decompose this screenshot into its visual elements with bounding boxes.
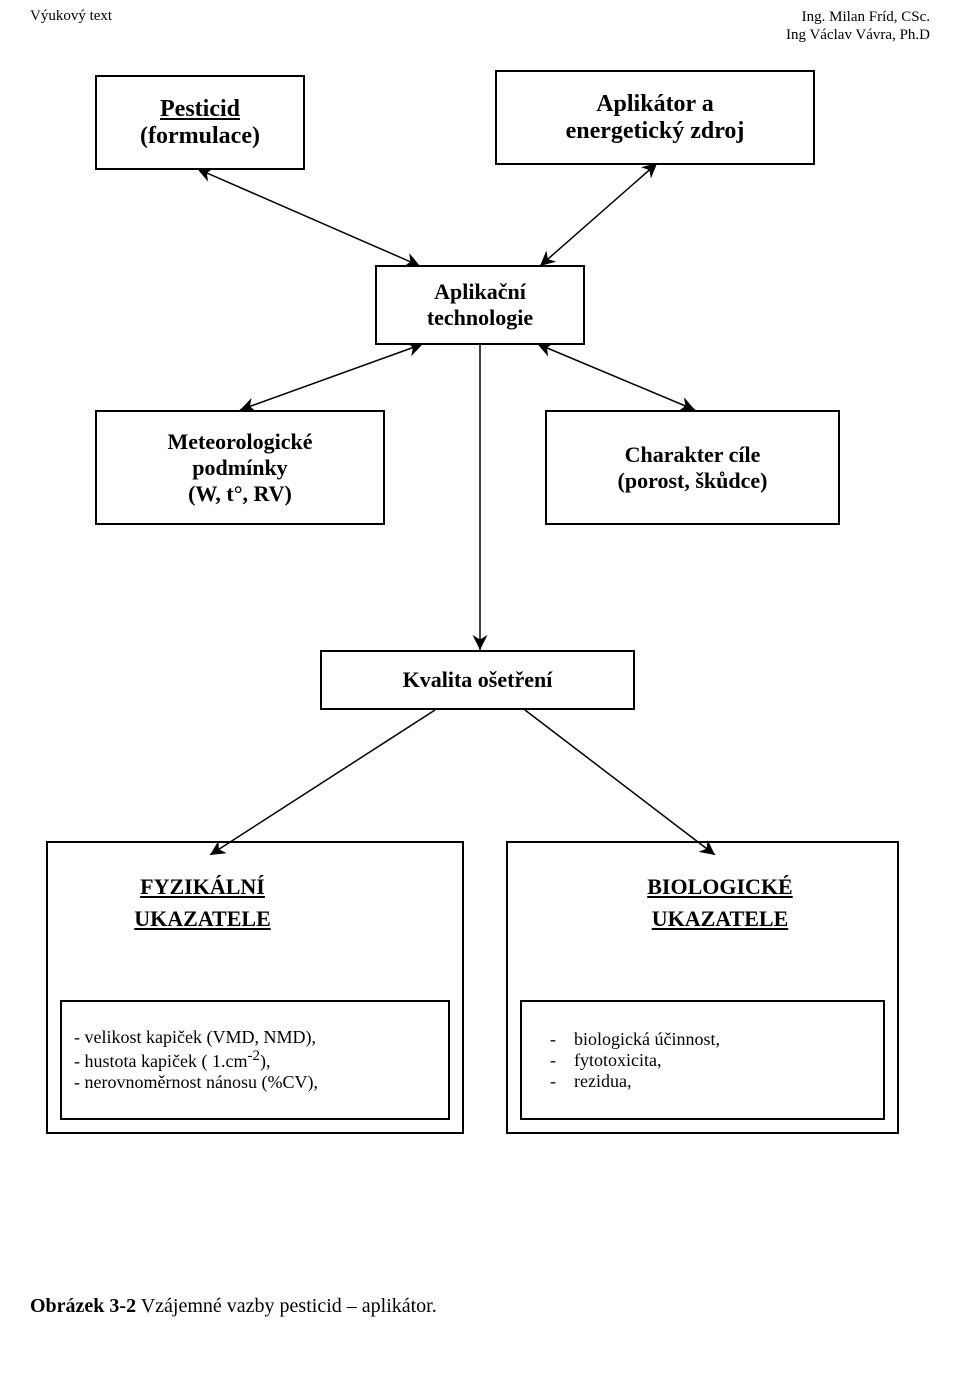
- aplikator-line2: energetický zdroj: [566, 118, 745, 145]
- aplikator-line1: Aplikátor a: [596, 91, 714, 118]
- aplikacni-line1: Aplikační: [434, 279, 526, 305]
- pesticid-sub: (formulace): [140, 123, 260, 150]
- arrow: [210, 710, 435, 855]
- node-aplikator: Aplikátor a energetický zdroj: [495, 70, 815, 165]
- figure-caption: Obrázek 3-2 Vzájemné vazby pesticid – ap…: [30, 1295, 437, 1318]
- caption-bold: Obrázek 3-2: [30, 1295, 136, 1317]
- caption-rest: Vzájemné vazby pesticid – aplikátor.: [136, 1295, 437, 1317]
- node-pesticid: Pesticid (formulace): [95, 75, 305, 170]
- aplikacni-line2: technologie: [427, 305, 533, 331]
- page: Výukový text Ing. Milan Fríd, CSc. Ing V…: [0, 0, 960, 1381]
- node-meteorologicke: Meteorologické podmínky (W, t°, RV): [95, 410, 385, 525]
- biologicke-group-border: [506, 841, 899, 1134]
- meteo-line3: (W, t°, RV): [188, 481, 292, 507]
- arrow: [540, 345, 695, 410]
- kvalita-text: Kvalita ošetření: [403, 667, 553, 693]
- node-aplikacni-technologie: Aplikační technologie: [375, 265, 585, 345]
- pesticid-title: Pesticid: [160, 96, 240, 122]
- node-charakter-cile: Charakter cíle (porost, škůdce): [545, 410, 840, 525]
- charakter-line2: (porost, škůdce): [618, 468, 768, 494]
- arrow: [525, 710, 715, 855]
- fyzikalni-group-border: [46, 841, 464, 1134]
- meteo-line1: Meteorologické: [168, 429, 313, 455]
- arrow: [200, 170, 420, 266]
- arrow: [240, 345, 420, 410]
- arrow: [540, 165, 655, 266]
- charakter-line1: Charakter cíle: [625, 442, 761, 468]
- node-kvalita-osetreni: Kvalita ošetření: [320, 650, 635, 710]
- meteo-line2: podmínky: [192, 455, 287, 481]
